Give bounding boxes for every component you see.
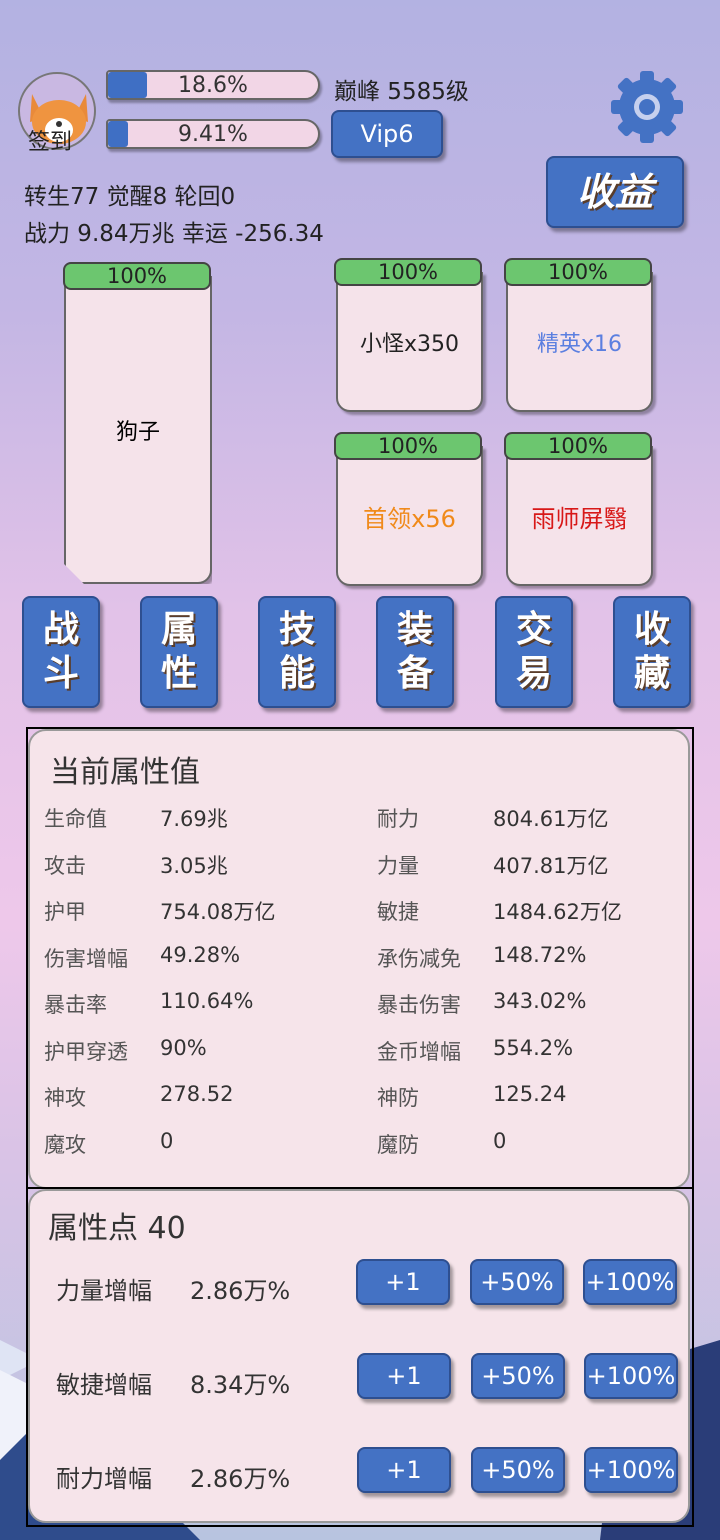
attr-value: 110.64% <box>160 989 254 1013</box>
power-luck-stats: 战力 9.84万兆 幸运 -256.34 <box>24 221 324 247</box>
attr-label: 魔攻 <box>44 1132 86 1157</box>
attr-label: 力量 <box>377 853 419 878</box>
enemy-name: 雨师屏翳 <box>531 504 628 533</box>
enemy-card-boss[interactable]: 首领x56 <box>336 446 483 586</box>
enemy-name: 精英x16 <box>536 332 622 357</box>
point-label: 力量增幅 <box>56 1277 152 1305</box>
point-value: 8.34万% <box>190 1371 291 1399</box>
rebirth-stats: 转生77 觉醒8 轮回0 <box>24 184 236 210</box>
attr-value: 278.52 <box>160 1082 234 1106</box>
enemy-name: 首领x56 <box>363 504 456 533</box>
exp-percent: 18.6% <box>178 73 248 98</box>
vip-progress-bar: 9.41% <box>106 119 320 149</box>
attr-label: 生命值 <box>44 807 107 831</box>
nav-skills[interactable]: 技能 <box>258 596 336 708</box>
enemy-hp: 100% <box>504 432 652 460</box>
nav-trade[interactable]: 交易 <box>495 596 573 708</box>
attr-value: 343.02% <box>493 989 587 1013</box>
add-point-button[interactable]: +100% <box>584 1447 678 1493</box>
add-point-button[interactable]: +1 <box>357 1447 451 1493</box>
attr-value: 554.2% <box>493 1035 574 1060</box>
exp-fill <box>108 72 148 98</box>
nav-collection[interactable]: 收藏 <box>613 596 691 708</box>
level-label: 巅峰 5585级 <box>334 79 469 105</box>
attr-label: 承伤减免 <box>377 946 461 971</box>
avatar[interactable] <box>18 72 96 150</box>
enemy-hp: 100% <box>334 432 482 460</box>
divider <box>28 1187 692 1189</box>
player-name: 狗子 <box>115 420 160 445</box>
attr-label: 金币增幅 <box>377 1039 461 1064</box>
attr-label: 攻击 <box>44 853 86 878</box>
vip-button[interactable]: Vip6 <box>331 110 443 158</box>
attr-value: 125.24 <box>493 1082 567 1106</box>
attr-value: 3.05兆 <box>160 853 228 878</box>
nav-attributes[interactable]: 属性 <box>140 596 218 708</box>
add-point-button[interactable]: +50% <box>471 1353 565 1399</box>
attr-label: 敏捷 <box>377 900 419 924</box>
enemy-card-elite[interactable]: 精英x16 <box>506 272 653 412</box>
player-hp: 100% <box>63 262 211 290</box>
point-value: 2.86万% <box>190 1277 291 1305</box>
attr-value: 49.28% <box>160 942 241 967</box>
current-attributes-section: 当前属性值 生命值 7.69兆 耐力 804.61万亿攻击 3.05兆 力量 407.81万… <box>28 729 690 1189</box>
point-value: 2.86万% <box>190 1465 291 1493</box>
vip-fill <box>108 121 128 147</box>
enemy-hp: 100% <box>334 258 482 286</box>
attr-label: 暴击伤害 <box>377 993 461 1017</box>
add-point-button[interactable]: +1 <box>356 1259 450 1305</box>
attr-label: 护甲 <box>44 900 86 924</box>
enemy-card-special[interactable]: 雨师屏翳 <box>506 446 653 586</box>
add-point-button[interactable]: +100% <box>584 1353 678 1399</box>
add-point-button[interactable]: +100% <box>583 1259 677 1305</box>
attribute-points-title: 属性点 40 <box>48 1211 186 1246</box>
enemy-hp: 100% <box>504 258 652 286</box>
attr-label: 神攻 <box>44 1086 86 1110</box>
attributes-panel: 当前属性值 生命值 7.69兆 耐力 804.61万亿攻击 3.05兆 力量 407.81万… <box>26 727 694 1527</box>
attr-label: 魔防 <box>377 1132 419 1157</box>
gear-icon[interactable] <box>608 68 686 146</box>
add-point-button[interactable]: +50% <box>471 1447 565 1493</box>
attr-value: 90% <box>160 1035 207 1060</box>
nav-equipment[interactable]: 装备 <box>376 596 454 708</box>
attr-label: 耐力 <box>377 807 419 831</box>
add-point-button[interactable]: +50% <box>470 1259 564 1305</box>
attr-value: 7.69兆 <box>160 807 228 831</box>
nav-battle[interactable]: 战斗 <box>22 596 100 708</box>
attr-value: 0 <box>493 1128 507 1153</box>
attribute-points-section: 属性点 40 力量增幅 2.86万% +1 +50% +100% 敏捷增幅 8.34万% +1… <box>28 1189 690 1523</box>
add-point-button[interactable]: +1 <box>357 1353 451 1399</box>
attr-label: 伤害增幅 <box>44 946 128 971</box>
attr-value: 407.81万亿 <box>493 853 609 878</box>
attr-value: 0 <box>160 1128 174 1153</box>
attr-label: 暴击率 <box>44 993 107 1017</box>
enemy-card-minion[interactable]: 小怪x350 <box>336 272 483 412</box>
player-card[interactable]: 狗子 <box>64 276 212 584</box>
attr-value: 1484.62万亿 <box>493 900 622 924</box>
attr-value: 754.08万亿 <box>160 900 276 924</box>
enemy-name: 小怪x350 <box>359 332 459 357</box>
vip-percent: 9.41% <box>178 122 248 147</box>
corgi-avatar-icon <box>30 94 88 144</box>
exp-progress-bar: 18.6% <box>106 70 320 100</box>
signin-label[interactable]: 签到 <box>28 130 73 155</box>
income-button[interactable]: 收益 <box>546 156 684 228</box>
attr-label: 神防 <box>377 1086 419 1110</box>
point-label: 耐力增幅 <box>56 1465 152 1493</box>
section-title: 当前属性值 <box>50 755 200 790</box>
attr-value: 148.72% <box>493 942 587 967</box>
attr-value: 804.61万亿 <box>493 807 609 831</box>
attr-label: 护甲穿透 <box>44 1039 128 1064</box>
point-label: 敏捷增幅 <box>56 1371 152 1399</box>
